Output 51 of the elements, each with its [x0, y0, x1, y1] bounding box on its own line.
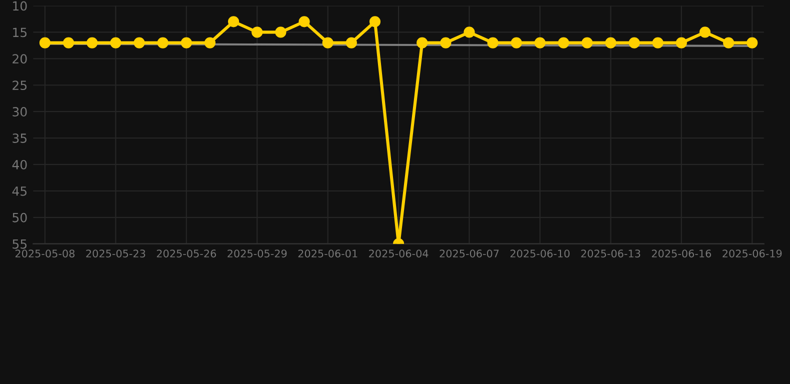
point — [676, 37, 687, 48]
point — [322, 37, 334, 48]
point — [228, 16, 240, 28]
point — [628, 37, 640, 48]
point — [510, 37, 522, 48]
x-tick-label: 2025-06-01 — [298, 250, 358, 258]
x-tick-label: 2025-06-13 — [581, 250, 640, 258]
y-tick-label: 40 — [12, 160, 27, 170]
y-tick-label: 10 — [13, 1, 27, 11]
point — [62, 37, 74, 48]
point — [416, 37, 428, 48]
x-tick-label: 2025-06-16 — [652, 250, 712, 258]
x-tick-label: 2025-05-23 — [86, 250, 146, 258]
y-tick-label: 20 — [12, 54, 27, 64]
y-tick-label: 45 — [12, 186, 27, 196]
point — [275, 26, 286, 38]
point — [582, 37, 593, 48]
point — [464, 26, 475, 38]
y-tick-label: 30 — [12, 107, 27, 116]
point — [652, 37, 664, 48]
x-tick-label: 2025-06-07 — [440, 250, 499, 258]
y-tick-label: 25 — [12, 80, 27, 90]
point — [180, 37, 192, 48]
y-tick-label: 15 — [13, 28, 27, 38]
point — [487, 37, 498, 48]
point — [39, 37, 51, 48]
point — [346, 37, 357, 48]
x-tick-label: 2025-05-08 — [15, 250, 75, 258]
point — [558, 37, 570, 48]
point — [252, 26, 263, 38]
point — [204, 37, 216, 48]
point — [440, 37, 452, 48]
x-tick-label: 2025-05-29 — [228, 250, 287, 258]
point — [534, 37, 546, 48]
point — [723, 37, 734, 48]
point — [134, 37, 145, 48]
point — [746, 37, 758, 48]
point — [110, 37, 122, 48]
point — [605, 37, 616, 48]
x-tick-label: 2025-06-04 — [369, 250, 428, 258]
y-tick-label: 35 — [12, 134, 27, 143]
point — [86, 37, 98, 48]
x-tick-label: 2025-05-26 — [156, 250, 216, 258]
point — [699, 26, 711, 38]
x-tick-label: 2025-06-19 — [722, 250, 782, 258]
point — [298, 16, 310, 28]
y-tick-label: 50 — [12, 212, 27, 222]
point — [157, 37, 168, 48]
x-tick-label: 2025-06-10 — [510, 250, 570, 258]
point — [369, 16, 381, 28]
y-tick-label: 55 — [12, 239, 27, 249]
